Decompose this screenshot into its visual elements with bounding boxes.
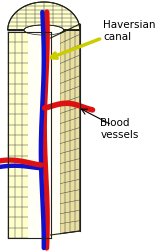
Text: Haversian
canal: Haversian canal [103,20,156,42]
Polygon shape [28,30,60,240]
Polygon shape [8,2,80,30]
Polygon shape [51,24,80,235]
Polygon shape [8,32,51,238]
Polygon shape [24,25,64,35]
Text: Blood
vessels: Blood vessels [100,118,139,140]
